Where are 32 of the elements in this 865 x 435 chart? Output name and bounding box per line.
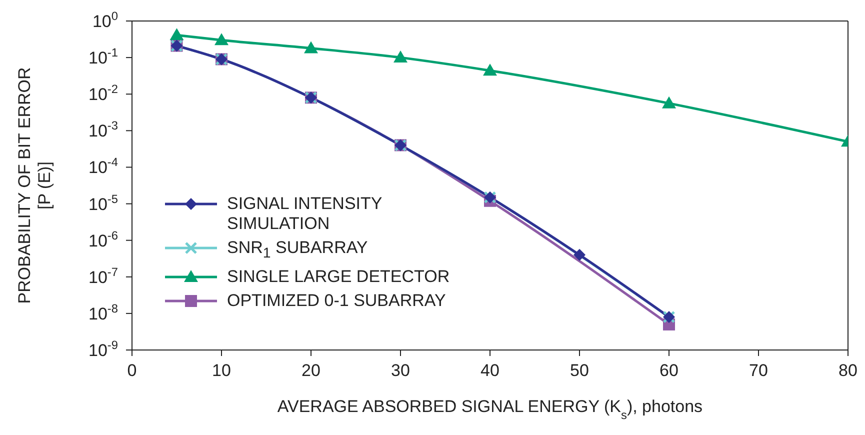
y-tick-label: 10$^{-1}$	[88, 46, 118, 68]
legend-label: SNR$_{1}$ SUBARRAY	[227, 238, 368, 264]
point	[170, 28, 184, 40]
y-tick-label: 10$^{-4}$	[88, 155, 118, 178]
point	[304, 41, 318, 54]
y-tick-label: 10$^{0}$	[92, 9, 118, 31]
x-tick-label: 60	[660, 361, 678, 380]
y-tick-label: 10$^{-9}$	[88, 338, 118, 360]
x-tick-label: 0	[127, 361, 137, 380]
point	[662, 96, 676, 108]
legend-label: SINGLE LARGE DETECTOR	[227, 267, 450, 288]
x-tick-label: 10	[212, 361, 231, 380]
point	[574, 248, 586, 261]
x-tick-label: 50	[570, 361, 589, 380]
y-tick-label: 10$^{-5}$	[88, 192, 118, 214]
x-tick-label: 40	[480, 361, 500, 380]
y-tick-label: 10$^{-6}$	[88, 228, 118, 250]
y-tick-label: 10$^{-7}$	[88, 264, 118, 287]
legend-label: OPTIMIZED 0-1 SUBARRAY	[227, 291, 446, 312]
y-axis-title: PROBABILITY OF BIT ERROR [P (E)]	[15, 67, 54, 304]
y-tick-label: 10$^{-3}$	[88, 118, 118, 141]
x-axis-title: AVERAGE ABSORBED SIGNAL ENERGY (K$_{s}$), photons	[277, 397, 703, 422]
point	[394, 50, 408, 63]
x-tick-label: 70	[749, 361, 768, 380]
x-tick-label: 80	[838, 361, 858, 380]
x-tick-label: 20	[302, 361, 320, 380]
point	[483, 64, 497, 76]
x-tick-label: 30	[391, 361, 410, 380]
y-tick-label: 10$^{-8}$	[88, 301, 118, 324]
point	[214, 33, 228, 46]
y-tick-label: 10$^{-2}$	[88, 82, 118, 104]
legend-label: SIGNAL INTENSITY SIMULATION	[227, 194, 383, 234]
